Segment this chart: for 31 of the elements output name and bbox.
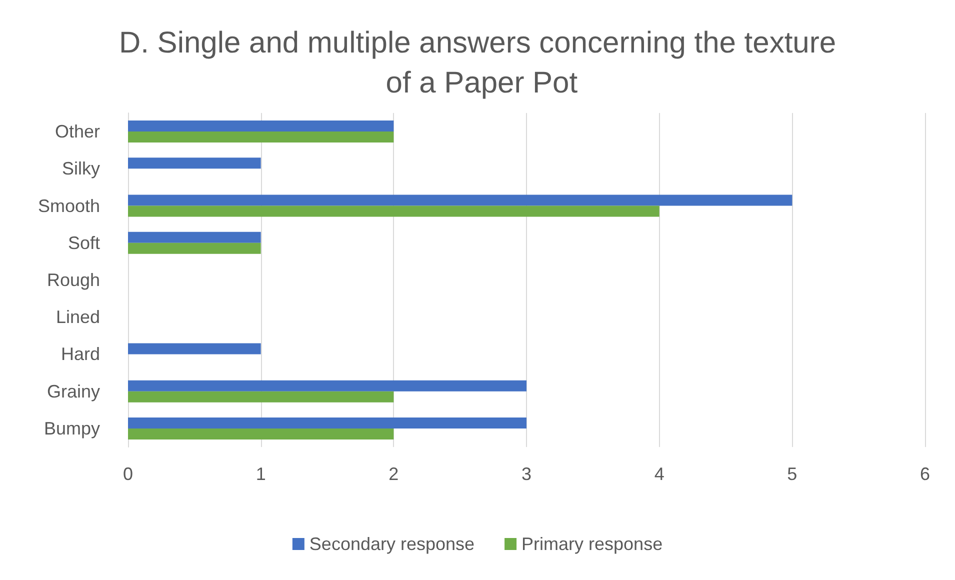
x-tick-label: 4 <box>654 464 664 484</box>
bar <box>128 120 394 132</box>
y-tick-label: Hard <box>60 344 100 364</box>
bar <box>128 132 394 143</box>
bar <box>128 343 261 354</box>
y-tick-label: Lined <box>56 307 100 328</box>
x-tick-label: 0 <box>122 464 134 484</box>
legend-label: Secondary response <box>309 534 475 554</box>
x-tick-label: 3 <box>521 464 532 484</box>
legend-label: Primary response <box>522 534 663 554</box>
bar <box>128 158 261 169</box>
chart-title: D. Single and multiple answers concerning the texture of a Paper Pot <box>118 26 836 100</box>
bar <box>128 232 261 243</box>
bar <box>128 417 526 428</box>
bar <box>128 380 526 392</box>
y-tick-label: Soft <box>68 232 100 253</box>
bar <box>128 428 394 440</box>
x-tick-label: 1 <box>256 464 266 484</box>
y-tick-label: Grainy <box>46 381 100 402</box>
x-tick-label: 2 <box>388 464 399 484</box>
x-tick-label: 5 <box>787 464 798 484</box>
bar <box>128 206 660 217</box>
bar <box>128 391 394 402</box>
y-tick-label: Other <box>54 122 100 142</box>
y-tick-label: Rough <box>46 270 100 290</box>
bar <box>128 242 261 254</box>
y-tick-label: Smooth <box>38 196 100 216</box>
y-tick-label: Silky <box>62 158 100 179</box>
x-tick-label: 6 <box>920 464 930 484</box>
bar <box>128 194 792 206</box>
y-tick-label: Bumpy <box>44 418 100 438</box>
